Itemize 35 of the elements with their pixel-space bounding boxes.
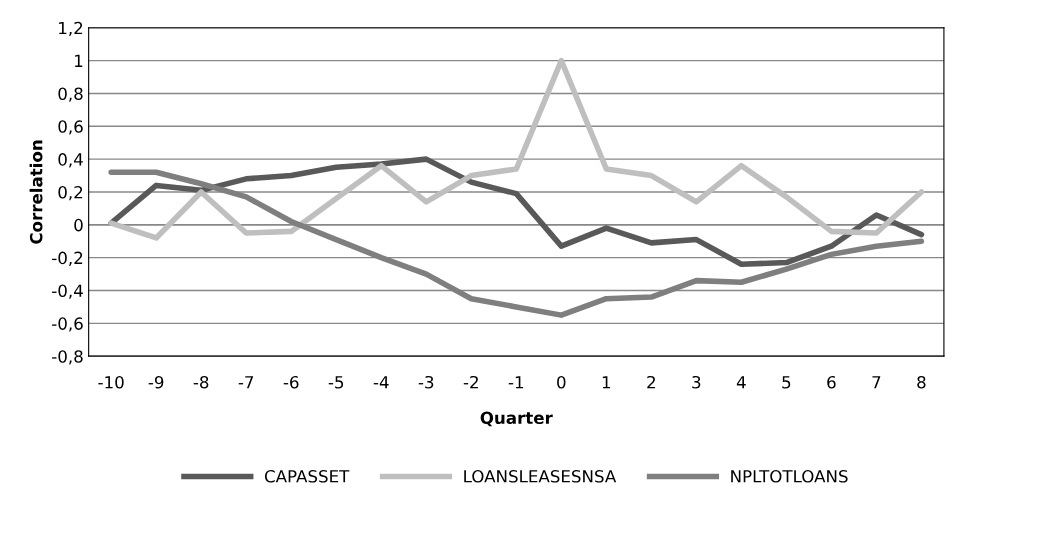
x-tick-label: -7: [238, 376, 254, 389]
x-tick-label: 2: [647, 375, 655, 389]
x-tick-label: 3: [692, 375, 701, 389]
x-axis-title: Quarter: [480, 411, 553, 427]
x-tick-label: 6: [827, 375, 836, 389]
x-tick-label: 4: [736, 376, 746, 389]
x-tick-label: 8: [917, 375, 926, 389]
y-tick-label: -0,4: [52, 284, 83, 299]
x-tick-label: -2: [463, 375, 478, 389]
y-tick-label: 0,6: [58, 120, 83, 135]
y-axis-title: Correlation: [29, 140, 43, 244]
y-tick-label: -0,2: [52, 251, 83, 266]
x-tick-label: -4: [373, 376, 389, 389]
y-tick-label: -0,8: [52, 350, 83, 365]
x-tick-label: -5: [328, 376, 344, 389]
x-tick-label: -10: [98, 375, 124, 389]
y-tick-label: -0,6: [52, 317, 83, 332]
legend-label: LOANSLEASESNSA: [464, 470, 617, 483]
x-tick-label: -9: [148, 375, 164, 389]
x-tick-label: 0: [557, 375, 566, 389]
y-tick-label: 1: [75, 54, 83, 67]
x-tick-label: -3: [418, 375, 434, 389]
x-tick-label: -8: [193, 375, 209, 389]
y-tick-label: 0,8: [58, 87, 83, 102]
x-tick-label: 1: [602, 376, 611, 389]
legend-label: NPLTOTLOANS: [731, 470, 848, 483]
legend-label: CAPASSET: [264, 470, 350, 483]
x-tick-label: -1: [508, 376, 524, 389]
y-tick-label: 0,4: [58, 153, 83, 168]
x-tick-label: -6: [283, 375, 299, 389]
y-tick-label: 1,2: [59, 21, 83, 37]
y-tick-label: 0: [74, 218, 83, 232]
y-tick-label: 0,2: [58, 185, 83, 201]
x-tick-label: 7: [872, 376, 881, 389]
x-tick-label: 5: [782, 376, 791, 389]
